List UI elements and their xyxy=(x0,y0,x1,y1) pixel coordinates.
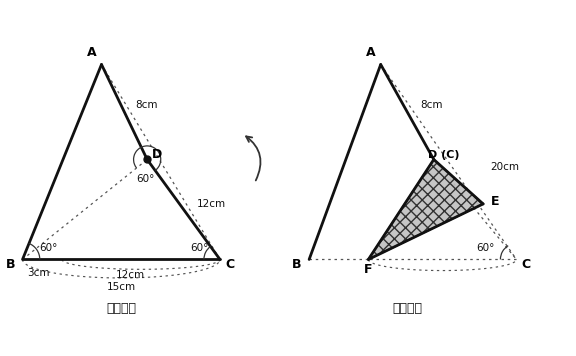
Text: E: E xyxy=(491,195,500,208)
Text: A: A xyxy=(87,46,96,59)
Text: 60°: 60° xyxy=(137,174,155,184)
Text: 60°: 60° xyxy=(476,244,495,253)
Text: D: D xyxy=(152,148,162,161)
Polygon shape xyxy=(369,159,483,260)
Text: D (C): D (C) xyxy=(428,150,460,159)
Text: 8cm: 8cm xyxy=(420,100,443,110)
Text: C: C xyxy=(522,258,531,271)
Text: C: C xyxy=(225,258,234,271)
Text: B: B xyxy=(292,258,302,271)
Text: 12cm: 12cm xyxy=(196,199,226,209)
Text: 60°: 60° xyxy=(39,244,58,253)
Text: B: B xyxy=(5,258,15,271)
Text: 8cm: 8cm xyxy=(135,100,157,110)
Text: A: A xyxy=(366,46,376,59)
Text: 15cm: 15cm xyxy=(107,282,136,292)
Text: 20cm: 20cm xyxy=(491,162,520,172)
Text: 【図１】: 【図１】 xyxy=(106,302,137,315)
Text: 3cm: 3cm xyxy=(27,268,50,278)
Text: 60°: 60° xyxy=(190,244,208,253)
Text: 【図２】: 【図２】 xyxy=(393,302,423,315)
Text: 12cm: 12cm xyxy=(115,271,145,281)
Text: F: F xyxy=(364,263,373,276)
